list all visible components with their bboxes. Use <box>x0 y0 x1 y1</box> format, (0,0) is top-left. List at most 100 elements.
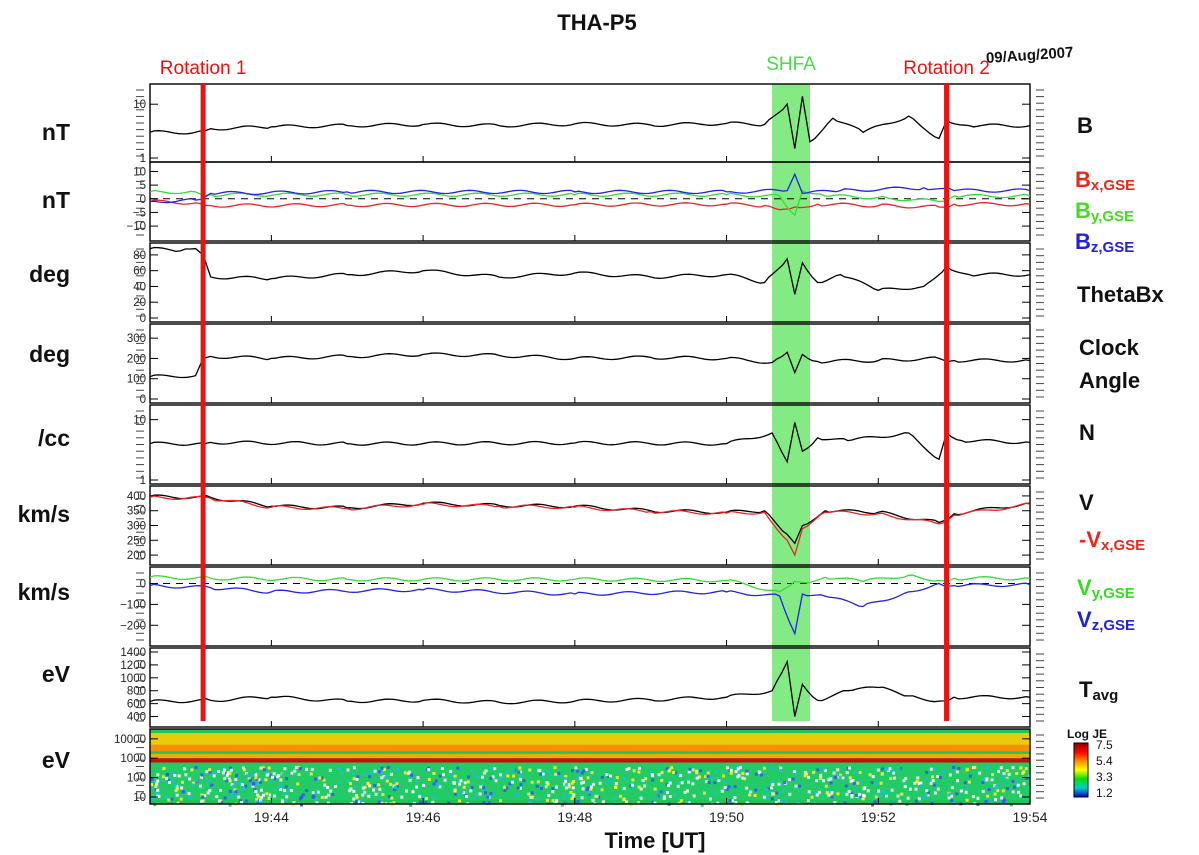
spectrogram-pixel <box>890 769 894 773</box>
spectrogram-pixel <box>194 766 198 770</box>
spectrogram-pixel <box>996 769 1000 773</box>
spectrogram-pixel <box>838 775 842 779</box>
spectrogram-pixel <box>660 770 664 774</box>
spectrogram-pixel <box>586 776 590 780</box>
spectrogram-pixel <box>453 788 457 792</box>
spectrogram-pixel <box>242 786 246 790</box>
spectrogram-pixel <box>769 766 773 770</box>
spectrogram-pixel <box>821 779 825 783</box>
spectrogram-pixel <box>333 785 337 789</box>
panel-series-label: By,GSE <box>1075 198 1134 225</box>
y-tick-label: 1 <box>140 153 146 165</box>
spectrogram-pixel <box>827 790 831 794</box>
spectrogram-pixel <box>470 769 474 773</box>
spectrogram-pixel <box>777 782 781 786</box>
spectrogram-pixel <box>156 794 160 798</box>
spectrogram-pixel <box>888 777 892 781</box>
spectrogram-pixel <box>360 783 364 787</box>
spectrogram-pixel <box>386 765 390 769</box>
spectrogram-pixel <box>239 781 243 785</box>
spectrogram-pixel <box>328 768 332 772</box>
spectrogram-pixel <box>259 766 263 770</box>
spectrogram-pixel <box>512 768 516 772</box>
spectrogram-pixel <box>795 801 799 805</box>
spectrogram-pixel <box>582 769 586 773</box>
spectrogram-pixel <box>436 783 440 787</box>
spectrogram-pixel <box>879 803 883 807</box>
y-tick-label: −10 <box>126 221 146 233</box>
spectrogram-pixel <box>741 771 745 775</box>
colorbar-tick: 3.3 <box>1096 770 1113 784</box>
spectrogram-pixel <box>699 769 703 773</box>
y-tick-label: 800 <box>127 686 146 698</box>
spectrogram-pixel <box>519 783 523 787</box>
spectrogram-pixel <box>324 795 328 799</box>
spectrogram-pixel <box>215 795 219 799</box>
spectrogram-pixel <box>605 773 609 777</box>
spectrogram-pixel <box>392 801 396 805</box>
spectrogram-pixel <box>539 772 543 776</box>
spectrogram-pixel <box>1005 778 1009 782</box>
spectrogram-pixel <box>530 791 534 795</box>
spectrogram-pixel <box>392 779 396 783</box>
spectrogram-pixel <box>817 790 821 794</box>
spectrogram-pixel <box>264 771 268 775</box>
y-tick-label: 400 <box>127 712 146 724</box>
spectrogram-pixel <box>968 774 972 778</box>
label-main: V <box>1077 575 1092 600</box>
spectrogram-pixel <box>935 775 939 779</box>
spectrogram-pixel <box>522 779 526 783</box>
spectrogram-pixel <box>395 782 399 786</box>
spectrogram-pixel <box>387 795 391 799</box>
spectrogram-pixel <box>385 779 389 783</box>
spectrogram-pixel <box>460 790 464 794</box>
spectrogram-pixel <box>310 767 314 771</box>
spectrogram-pixel <box>546 769 550 773</box>
spectrogram-pixel <box>487 801 491 805</box>
spectrogram-pixel <box>286 788 290 792</box>
spectrogram-pixel <box>848 766 852 770</box>
spectrogram-pixel <box>836 792 840 796</box>
spectrogram-pixel <box>208 789 212 793</box>
spectrogram-pixel <box>571 786 575 790</box>
spectrogram-pixel <box>203 794 207 798</box>
spectrogram-pixel <box>489 776 493 780</box>
spectrogram-pixel <box>877 789 881 793</box>
panel-series-label: ThetaBx <box>1077 282 1165 307</box>
spectrogram-pixel <box>165 777 169 781</box>
spectrogram-pixel <box>733 796 737 800</box>
spectrogram-pixel <box>929 781 933 785</box>
panel-series-label: Bz,GSE <box>1075 229 1134 256</box>
spectrogram-pixel <box>929 767 933 771</box>
spectrogram-pixel <box>264 778 268 782</box>
spectrogram-pixel <box>994 798 998 802</box>
spectrogram-pixel <box>490 766 494 770</box>
spectrogram-pixel <box>967 780 971 784</box>
spectrogram-pixel <box>665 782 669 786</box>
spectrogram-pixel <box>279 778 283 782</box>
spectrogram-pixel <box>283 767 287 771</box>
spectrogram-pixel <box>919 781 923 785</box>
spectrogram-pixel <box>161 775 165 779</box>
spectrogram-pixel <box>858 770 862 774</box>
spectrogram-pixel <box>536 780 540 784</box>
spectrogram-pixel <box>866 789 870 793</box>
spectrogram-pixel <box>424 797 428 801</box>
spectrogram-pixel <box>327 793 331 797</box>
spectrogram-pixel <box>733 785 737 789</box>
spectrogram-pixel <box>380 801 384 805</box>
spectrogram-pixel <box>903 785 907 789</box>
spectrogram-pixel <box>677 773 681 777</box>
x-axis-label: Time [UT] <box>604 828 705 853</box>
spectrogram-pixel <box>914 799 918 803</box>
spectrogram-pixel <box>217 799 221 803</box>
spectrogram-pixel <box>571 795 575 799</box>
spectrogram-pixel <box>597 795 601 799</box>
spectrogram-pixel <box>352 789 356 793</box>
spectrogram-pixel <box>261 793 265 797</box>
spectrogram-pixel <box>687 770 691 774</box>
spectrogram-pixel <box>449 773 453 777</box>
label-subscript: y,GSE <box>1092 585 1135 602</box>
